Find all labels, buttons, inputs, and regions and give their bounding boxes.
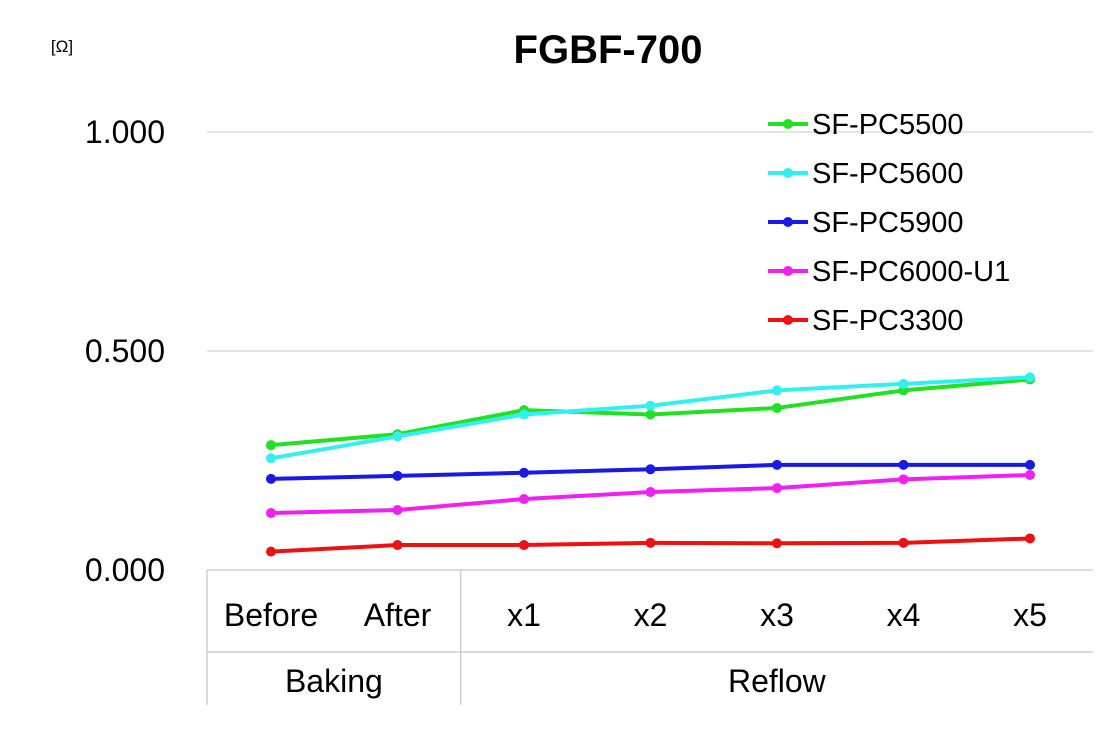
data-point — [392, 504, 403, 515]
legend-marker — [783, 266, 793, 276]
data-point — [1025, 533, 1035, 544]
data-point — [392, 540, 403, 551]
chart-title: FGBF-700 — [514, 28, 703, 72]
data-point — [266, 440, 276, 451]
data-point — [772, 402, 782, 413]
data-point — [519, 409, 529, 420]
legend-label: SF-PC5900 — [812, 207, 964, 239]
legend-marker — [783, 119, 793, 129]
legend-item: SF-PC5900 — [768, 207, 964, 239]
data-point — [1025, 469, 1035, 480]
legend-marker — [783, 315, 793, 325]
series — [266, 372, 1035, 464]
data-point — [645, 409, 656, 420]
legend-item: SF-PC5500 — [768, 109, 964, 141]
data-point — [645, 537, 656, 548]
legend-marker — [783, 217, 793, 227]
x-tick-label: x2 — [634, 597, 668, 633]
data-point — [1025, 372, 1035, 383]
x-tick-label: x5 — [1013, 597, 1047, 633]
x-tick-label: x1 — [507, 597, 541, 633]
legend-item: SF-PC5600 — [768, 158, 964, 190]
data-point — [772, 385, 782, 396]
data-point — [898, 474, 909, 485]
legend-item: SF-PC3300 — [768, 305, 964, 337]
series — [266, 533, 1035, 557]
group-label: Baking — [285, 663, 383, 699]
x-tick-label: x3 — [760, 597, 794, 633]
legend-label: SF-PC5500 — [812, 109, 964, 141]
y-tick-label: 1.000 — [85, 114, 165, 150]
series — [266, 469, 1035, 519]
grid: 0.000 0.500 1.000 — [85, 114, 1093, 588]
x-tick-label: Before — [224, 597, 318, 633]
data-point — [1025, 459, 1035, 470]
data-point — [266, 473, 276, 484]
x-tick-label: After — [364, 597, 432, 633]
data-point — [645, 400, 656, 411]
data-point — [898, 378, 909, 389]
legend: SF-PC5500 SF-PC5600 SF-PC5900 SF-PC6000-U1 S… — [768, 109, 1010, 337]
y-tick-label: 0.000 — [85, 552, 165, 588]
series — [266, 459, 1035, 484]
legend-label: SF-PC3300 — [812, 305, 964, 337]
data-point — [266, 453, 276, 464]
data-point — [772, 483, 782, 494]
data-point — [519, 467, 529, 478]
legend-item: SF-PC6000-U1 — [768, 256, 1010, 288]
unit-label: [Ω] — [51, 37, 73, 56]
data-point — [392, 470, 403, 481]
y-tick-label: 0.500 — [85, 333, 165, 369]
data-point — [772, 538, 782, 549]
data-point — [519, 494, 529, 505]
data-point — [392, 431, 403, 442]
data-point — [266, 546, 276, 557]
legend-marker — [783, 168, 793, 178]
data-point — [898, 459, 909, 470]
x-axis: Before After x1 x2 x3 x4 x5 Baking Reflow — [206, 569, 1093, 705]
data-point — [645, 464, 656, 475]
group-label: Reflow — [728, 663, 827, 699]
legend-label: SF-PC5600 — [812, 158, 964, 190]
data-point — [266, 508, 276, 519]
x-tick-label: x4 — [887, 597, 921, 633]
data-point — [645, 487, 656, 498]
legend-label: SF-PC6000-U1 — [812, 256, 1010, 288]
data-point — [898, 537, 909, 548]
data-point — [772, 459, 782, 470]
plot-area — [266, 372, 1035, 557]
data-point — [519, 540, 529, 551]
